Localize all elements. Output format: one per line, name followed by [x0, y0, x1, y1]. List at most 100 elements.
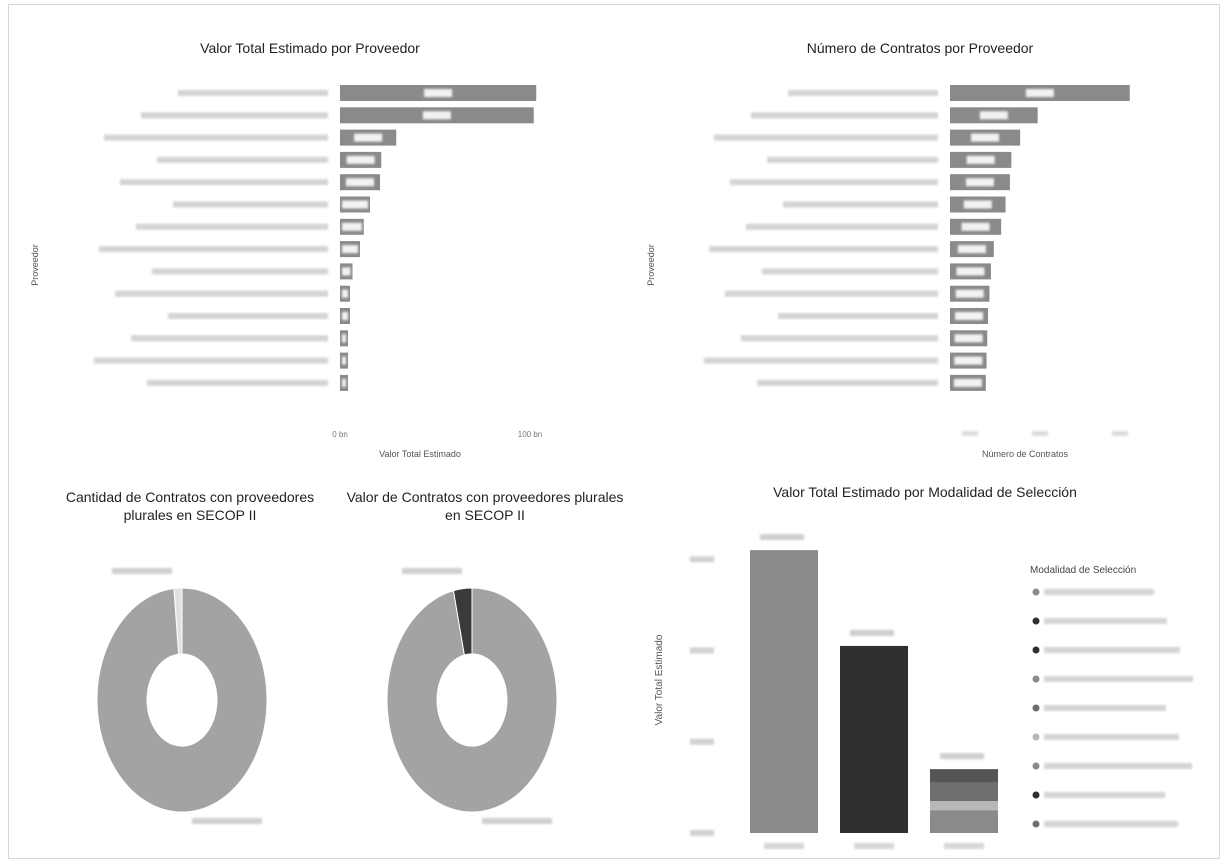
chart-title-numero-contratos: Número de Contratos por Proveedor [806, 40, 1034, 56]
data-label-placeholder [342, 245, 358, 254]
slice-label-placeholder [112, 568, 172, 574]
chart-valor-proveedor: Valor Total Estimado Proveedor 0 bn 100 bn [30, 85, 542, 459]
category-label-placeholder [120, 179, 328, 186]
chart-title-valor-proveedor: Valor Total Estimado por Proveedor [200, 40, 420, 56]
x-tick-placeholder [1112, 431, 1128, 436]
x-tick-label: 100 bn [518, 430, 542, 439]
slice-label-placeholder [192, 818, 262, 824]
category-label-placeholder [704, 357, 938, 364]
y-tick-placeholder [690, 738, 714, 745]
y-axis-label: Proveedor [30, 244, 40, 286]
legend-label-placeholder [1044, 589, 1154, 595]
data-label-placeholder [956, 267, 985, 276]
category-label-placeholder [115, 290, 328, 297]
bar-segment [930, 801, 998, 811]
x-tick-placeholder [764, 843, 804, 849]
category-label-placeholder [714, 134, 938, 141]
data-label-placeholder [422, 111, 451, 120]
category-label-placeholder [725, 290, 938, 297]
category-label-placeholder [730, 179, 938, 186]
category-label-placeholder [157, 156, 328, 163]
data-label-placeholder [342, 334, 346, 343]
data-label-placeholder [346, 155, 375, 164]
dashboard-frame [8, 4, 1220, 859]
legend-label-placeholder [1044, 821, 1178, 827]
category-label-placeholder [178, 90, 328, 96]
category-label-placeholder [152, 268, 328, 275]
y-tick-placeholder [690, 830, 714, 836]
bar-segment [930, 769, 998, 783]
category-label-placeholder [762, 268, 938, 275]
data-label-placeholder [342, 289, 348, 298]
slice-label-placeholder [482, 818, 552, 824]
legend-label-placeholder [1044, 647, 1180, 653]
legend-marker [1032, 646, 1040, 654]
legend-marker [1032, 820, 1040, 828]
x-tick-placeholder [1032, 431, 1048, 436]
data-label-placeholder [966, 155, 995, 164]
category-label-placeholder [136, 223, 328, 230]
data-label-placeholder [342, 200, 368, 209]
donut-slice [386, 587, 558, 813]
x-tick-label: 0 bn [332, 430, 348, 439]
category-label-placeholder [788, 90, 938, 96]
chart-valor-plurales [386, 568, 558, 824]
legend-marker [1032, 791, 1040, 799]
category-label-placeholder [131, 335, 328, 342]
data-label-placeholder [1025, 89, 1054, 97]
chart-title-modalidad: Valor Total Estimado por Modalidad de Se… [773, 484, 1077, 500]
category-label-placeholder [709, 246, 938, 253]
data-label-placeholder [354, 133, 383, 142]
data-label-placeholder [953, 378, 982, 387]
category-label-placeholder [746, 223, 938, 230]
legend-marker [1032, 733, 1040, 741]
data-label-placeholder [850, 629, 894, 636]
data-label-placeholder [940, 753, 984, 760]
y-tick-placeholder [690, 556, 714, 563]
legend-marker [1032, 762, 1040, 770]
y-tick-placeholder [690, 647, 714, 654]
data-label-placeholder [971, 133, 1000, 142]
category-label-placeholder [767, 156, 938, 163]
chart-modalidad-seleccion: Valor Total Estimado Modalidad de Selecci… [654, 534, 1193, 849]
legend-label-placeholder [1044, 763, 1192, 769]
data-label-placeholder [979, 111, 1008, 120]
x-tick-placeholder [944, 843, 984, 849]
category-label-placeholder [751, 112, 938, 119]
x-tick-placeholder [962, 431, 978, 436]
category-label-placeholder [173, 201, 328, 208]
data-label-placeholder [346, 178, 374, 187]
bar-segment [930, 782, 998, 802]
category-label-placeholder [168, 313, 328, 319]
data-label-placeholder [342, 378, 346, 387]
data-label-placeholder [961, 222, 990, 231]
chart-cantidad-plurales [96, 568, 268, 824]
legend-label-placeholder [1044, 676, 1193, 682]
category-label-placeholder [778, 313, 938, 319]
chart-numero-contratos: Número de Contratos Proveedor [646, 85, 1130, 459]
category-label-placeholder [783, 201, 938, 208]
donut-slice [96, 587, 268, 813]
data-label-placeholder [342, 312, 348, 320]
x-tick-placeholder [854, 843, 894, 849]
category-label-placeholder [741, 335, 938, 342]
legend-marker [1032, 675, 1040, 683]
legend-marker [1032, 588, 1040, 596]
data-label-placeholder [963, 200, 992, 209]
x-axis-label: Valor Total Estimado [379, 449, 461, 459]
category-label-placeholder [104, 134, 328, 141]
category-label-placeholder [757, 379, 938, 386]
bar-segment [840, 645, 908, 833]
legend-label-placeholder [1044, 705, 1166, 711]
legend-label-placeholder [1044, 618, 1167, 624]
chart-title-cantidad-plurales: Cantidad de Contratos con proveedores pl… [65, 489, 315, 523]
category-label-placeholder [94, 357, 328, 364]
y-axis-label: Proveedor [646, 244, 656, 286]
data-label-placeholder [424, 89, 453, 97]
data-label-placeholder [342, 267, 351, 276]
data-label-placeholder [954, 356, 983, 365]
slice-label-placeholder [402, 568, 462, 574]
donut-slice [452, 587, 473, 656]
bar-segment [930, 810, 998, 833]
y-axis-label: Valor Total Estimado [654, 634, 665, 725]
